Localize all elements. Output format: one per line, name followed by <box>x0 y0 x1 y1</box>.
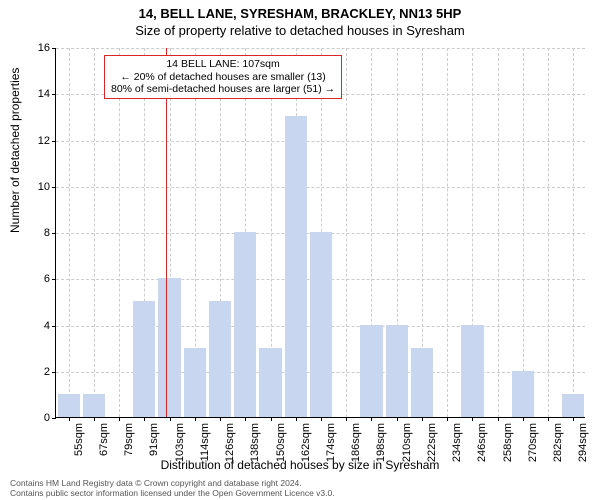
y-axis-label: Number of detached properties <box>8 68 22 233</box>
x-tick-mark <box>498 417 499 421</box>
x-tick-label: 222sqm <box>426 423 438 462</box>
gridline-x <box>119 48 120 417</box>
x-tick-mark <box>144 417 145 421</box>
gridline-x <box>548 48 549 417</box>
x-tick-mark <box>346 417 347 421</box>
x-tick-label: 246sqm <box>476 423 488 462</box>
x-tick-label: 162sqm <box>300 423 312 462</box>
gridline-x <box>94 48 95 417</box>
x-tick-label: 270sqm <box>527 423 539 462</box>
y-tick-mark <box>52 279 56 280</box>
x-tick-label: 210sqm <box>401 423 413 462</box>
histogram-bar <box>209 301 231 417</box>
histogram-bar <box>386 325 408 418</box>
y-tick-mark <box>52 141 56 142</box>
x-tick-label: 174sqm <box>325 423 337 462</box>
x-tick-label: 126sqm <box>224 423 236 462</box>
chart-title-desc: Size of property relative to detached ho… <box>0 23 600 38</box>
gridline-x <box>573 48 574 417</box>
x-tick-mark <box>523 417 524 421</box>
x-tick-label: 234sqm <box>451 423 463 462</box>
x-tick-mark <box>296 417 297 421</box>
histogram-bar <box>512 371 534 417</box>
gridline-x <box>346 48 347 417</box>
y-tick-mark <box>52 187 56 188</box>
x-tick-label: 198sqm <box>375 423 387 462</box>
x-tick-label: 103sqm <box>174 423 186 462</box>
y-tick-mark <box>52 372 56 373</box>
gridline-x <box>447 48 448 417</box>
y-tick-mark <box>52 48 56 49</box>
gridline-x <box>523 48 524 417</box>
x-tick-mark <box>422 417 423 421</box>
x-tick-label: 67sqm <box>98 423 110 456</box>
histogram-bar <box>184 348 206 417</box>
gridline-x <box>69 48 70 417</box>
footer-credits: Contains HM Land Registry data © Crown c… <box>10 479 590 498</box>
x-tick-label: 282sqm <box>552 423 564 462</box>
y-tick-mark <box>52 326 56 327</box>
x-tick-mark <box>69 417 70 421</box>
histogram-bar <box>234 232 256 417</box>
x-tick-mark <box>195 417 196 421</box>
x-tick-label: 114sqm <box>199 423 211 461</box>
x-tick-label: 258sqm <box>502 423 514 462</box>
x-tick-label: 186sqm <box>350 423 362 462</box>
histogram-bar <box>310 232 332 417</box>
y-tick-mark <box>52 233 56 234</box>
x-tick-mark <box>220 417 221 421</box>
histogram-bar <box>285 116 307 417</box>
histogram-bar <box>259 348 281 417</box>
x-axis-label: Distribution of detached houses by size … <box>0 458 600 472</box>
x-tick-mark <box>397 417 398 421</box>
x-tick-mark <box>271 417 272 421</box>
x-tick-mark <box>170 417 171 421</box>
chart-container: 14, BELL LANE, SYRESHAM, BRACKLEY, NN13 … <box>0 0 600 500</box>
y-tick-mark <box>52 418 56 419</box>
footer-line2: Contains public sector information licen… <box>10 489 590 498</box>
histogram-bar <box>360 325 382 418</box>
x-tick-mark <box>447 417 448 421</box>
plot-area: 024681012141655sqm67sqm79sqm91sqm103sqm1… <box>55 48 585 418</box>
annotation-line2: ← 20% of detached houses are smaller (13… <box>111 71 335 84</box>
histogram-bar <box>411 348 433 417</box>
x-tick-label: 91sqm <box>148 423 160 456</box>
histogram-bar <box>461 325 483 418</box>
histogram-bar <box>158 278 180 417</box>
gridline-x <box>498 48 499 417</box>
reference-line <box>166 48 167 417</box>
histogram-bar <box>83 394 105 417</box>
x-tick-label: 79sqm <box>123 423 135 456</box>
histogram-bar <box>58 394 80 417</box>
chart-title-address: 14, BELL LANE, SYRESHAM, BRACKLEY, NN13 … <box>0 6 600 21</box>
x-tick-mark <box>94 417 95 421</box>
x-tick-label: 294sqm <box>577 423 589 462</box>
x-tick-mark <box>371 417 372 421</box>
x-tick-label: 138sqm <box>249 423 261 462</box>
histogram-bar <box>133 301 155 417</box>
x-tick-mark <box>321 417 322 421</box>
annotation-box: 14 BELL LANE: 107sqm ← 20% of detached h… <box>104 55 342 99</box>
x-tick-mark <box>573 417 574 421</box>
annotation-line1: 14 BELL LANE: 107sqm <box>111 58 335 71</box>
x-tick-label: 55sqm <box>73 423 85 456</box>
x-tick-mark <box>119 417 120 421</box>
x-tick-label: 150sqm <box>275 423 287 462</box>
annotation-line3: 80% of semi-detached houses are larger (… <box>111 83 335 96</box>
x-tick-mark <box>548 417 549 421</box>
x-tick-mark <box>245 417 246 421</box>
y-tick-mark <box>52 94 56 95</box>
histogram-bar <box>562 394 584 417</box>
x-tick-mark <box>472 417 473 421</box>
